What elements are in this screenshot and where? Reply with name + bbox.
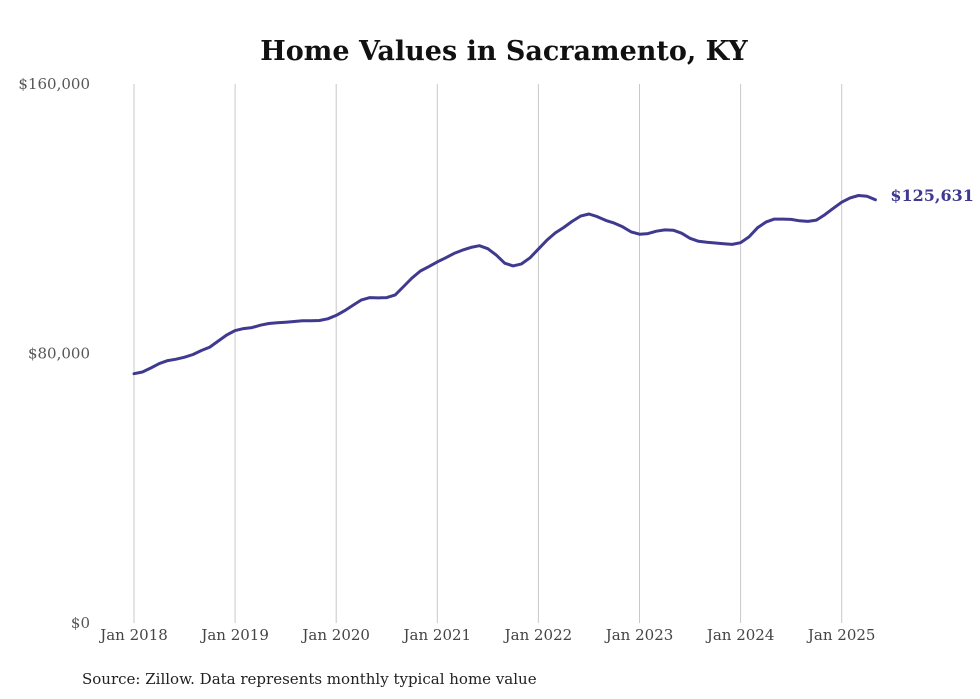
chart-title: Home Values in Sacramento, KY bbox=[260, 36, 748, 67]
x-tick-label: Jan 2025 bbox=[806, 626, 876, 644]
x-tick-label: Jan 2022 bbox=[503, 626, 573, 644]
x-tick-label: Jan 2021 bbox=[402, 626, 472, 644]
x-axis-ticks: Jan 2018 Jan 2019 Jan 2020 Jan 2021 Jan 2022… bbox=[98, 626, 875, 644]
x-tick-label: Jan 2020 bbox=[300, 626, 370, 644]
gridlines bbox=[133, 84, 843, 623]
x-tick-label: Jan 2018 bbox=[98, 626, 168, 644]
x-tick-label: Jan 2023 bbox=[604, 626, 674, 644]
source-note: Source: Zillow. Data represents monthly … bbox=[82, 670, 537, 688]
y-tick-label: $0 bbox=[71, 614, 90, 632]
y-tick-label: $160,000 bbox=[18, 75, 90, 93]
x-tick-label: Jan 2024 bbox=[705, 626, 775, 644]
x-tick-label: Jan 2019 bbox=[199, 626, 269, 644]
home-value-line bbox=[132, 194, 877, 376]
y-tick-label: $80,000 bbox=[28, 345, 90, 363]
y-axis-ticks: $0 $80,000 $160,000 bbox=[18, 75, 90, 632]
latest-value-label: $125,631 bbox=[890, 186, 974, 205]
